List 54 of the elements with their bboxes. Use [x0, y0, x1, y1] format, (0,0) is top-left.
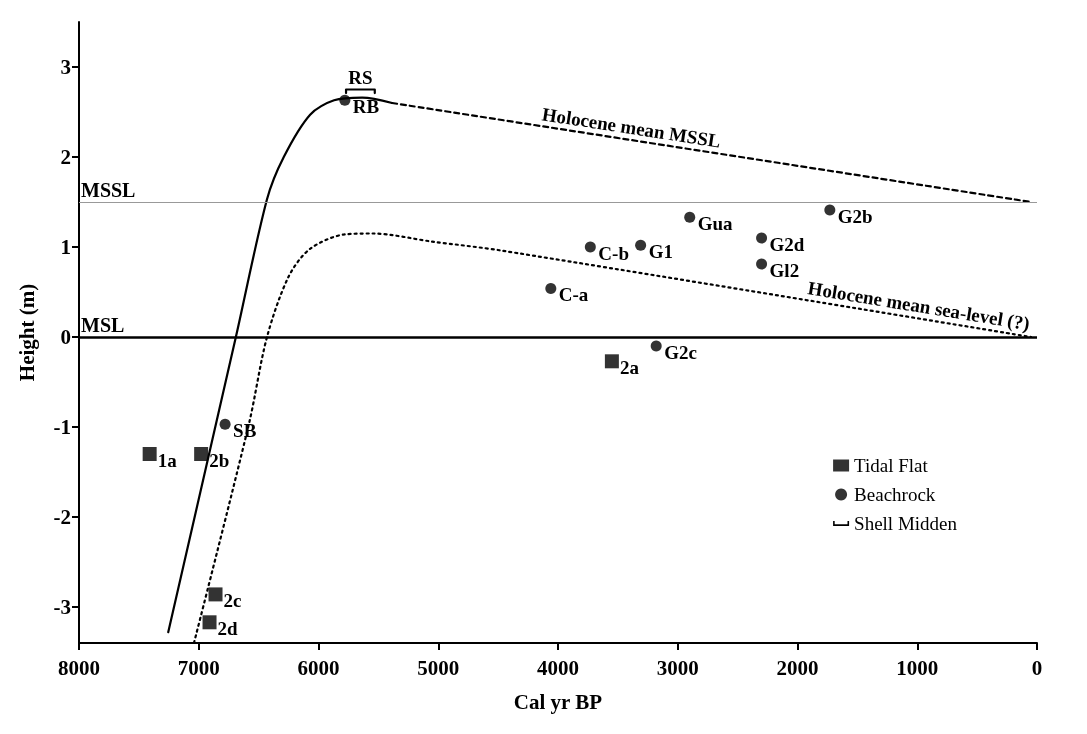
- annotation: G2c: [664, 341, 697, 363]
- x-tick-label: 4000: [537, 655, 579, 680]
- x-tick-label: 1000: [896, 655, 939, 680]
- point: [194, 447, 209, 461]
- x-tick-label: 8000: [58, 655, 100, 680]
- x-tick-label: 5000: [417, 655, 460, 680]
- point: [684, 211, 696, 223]
- legend-label: Tidal Flat: [854, 455, 929, 476]
- point: [142, 447, 157, 461]
- point: [756, 232, 768, 244]
- y-tick-label: 2: [60, 145, 71, 169]
- point: [650, 340, 662, 352]
- annotation: 2d: [217, 617, 239, 639]
- y-tick-label: -3: [53, 595, 71, 619]
- annotation: Holocene mean sea-level (?): [806, 277, 1032, 336]
- ref-line-label: MSSL: [81, 179, 136, 201]
- annotation: 2a: [619, 356, 640, 378]
- x-tick-label: 0: [1031, 655, 1043, 680]
- annotation: G1: [648, 240, 673, 262]
- annotation: G2b: [837, 205, 873, 227]
- point: [219, 418, 231, 430]
- legend-label: Beachrock: [854, 484, 936, 505]
- annotation: Gua: [697, 212, 734, 234]
- point: [756, 258, 768, 270]
- x-tick-label: 6000: [297, 655, 340, 680]
- point: [604, 354, 619, 369]
- point: [545, 282, 557, 294]
- y-tick-label: -1: [53, 415, 71, 439]
- y-tick-label: 3: [60, 55, 71, 79]
- point: [584, 241, 596, 253]
- y-tick-label: -2: [53, 505, 71, 529]
- annotation: Gl2: [769, 259, 800, 281]
- point: [208, 587, 223, 602]
- annotation: RB: [352, 95, 380, 117]
- ref-line-label: MSL: [81, 314, 125, 336]
- y-tick-label: 1: [60, 235, 71, 259]
- annotation: G2d: [769, 233, 805, 255]
- x-tick-label: 3000: [656, 655, 699, 680]
- annotation: C-a: [558, 283, 589, 305]
- annotation: 2b: [209, 449, 230, 471]
- y-axis-title: Height (m): [14, 283, 39, 382]
- x-tick-label: 7000: [177, 655, 220, 680]
- point: [635, 239, 647, 251]
- y-tick-label: 0: [60, 325, 71, 349]
- annotation: Holocene mean MSSL: [540, 103, 723, 152]
- annotation: 1a: [157, 449, 178, 471]
- x-axis-title: Cal yr BP: [513, 689, 603, 714]
- legend-label: Shell Midden: [854, 513, 958, 534]
- annotation: RS: [348, 66, 373, 88]
- point: [202, 615, 217, 630]
- x-tick-label: 2000: [776, 655, 819, 680]
- annotation: 2c: [223, 589, 242, 611]
- annotation: C-b: [598, 242, 629, 264]
- point: [824, 204, 836, 216]
